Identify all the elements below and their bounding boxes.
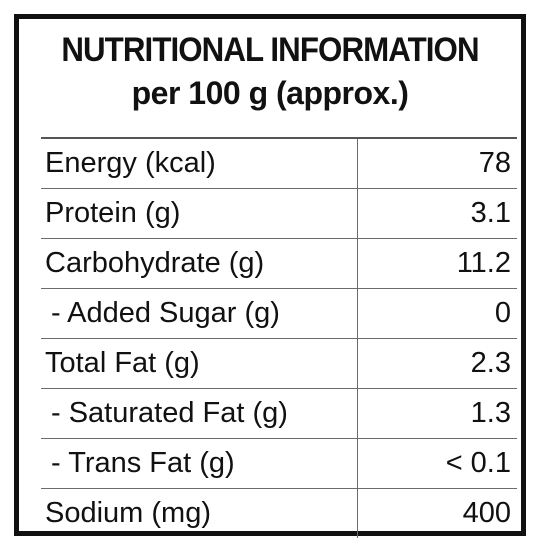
nutrient-value-trans-fat: < 0.1 <box>357 438 517 489</box>
nutrient-name-carbohydrate: Carbohydrate (g) <box>41 238 358 289</box>
nutrient-name-sodium: Sodium (mg) <box>41 488 358 538</box>
nutrient-name-saturated-fat: - Saturated Fat (g) <box>41 388 358 439</box>
nutrient-value-total-fat: 2.3 <box>357 338 517 389</box>
nutrition-label: NUTRITIONAL INFORMATION per 100 g (appro… <box>14 14 526 538</box>
table-row: Carbohydrate (g) 11.2 <box>41 238 517 289</box>
label-title: NUTRITIONAL INFORMATION <box>61 31 479 69</box>
nutrient-name-trans-fat: - Trans Fat (g) <box>41 438 358 489</box>
label-heading: NUTRITIONAL INFORMATION per 100 g (appro… <box>19 33 521 109</box>
nutrient-table: Energy (kcal) 78 Protein (g) 3.1 Carbohy… <box>41 137 517 538</box>
nutrient-value-sodium: 400 <box>357 488 517 538</box>
nutrient-value-added-sugar: 0 <box>357 288 517 339</box>
table-row: Protein (g) 3.1 <box>41 188 517 239</box>
nutrient-name-total-fat: Total Fat (g) <box>41 338 358 389</box>
table-row: - Saturated Fat (g) 1.3 <box>41 388 517 439</box>
nutrient-name-energy: Energy (kcal) <box>41 137 358 189</box>
table-row: - Trans Fat (g) < 0.1 <box>41 438 517 489</box>
table-row: Energy (kcal) 78 <box>41 137 517 189</box>
nutrient-value-carbohydrate: 11.2 <box>357 238 517 289</box>
nutrient-name-protein: Protein (g) <box>41 188 358 239</box>
nutrient-value-energy: 78 <box>357 137 517 189</box>
nutrient-value-protein: 3.1 <box>357 188 517 239</box>
table-row: Sodium (mg) 400 <box>41 488 517 538</box>
nutrient-name-added-sugar: - Added Sugar (g) <box>41 288 358 339</box>
nutrient-value-saturated-fat: 1.3 <box>357 388 517 439</box>
table-row: Total Fat (g) 2.3 <box>41 338 517 389</box>
table-row: - Added Sugar (g) 0 <box>41 288 517 339</box>
label-subtitle: per 100 g (approx.) <box>131 75 409 111</box>
